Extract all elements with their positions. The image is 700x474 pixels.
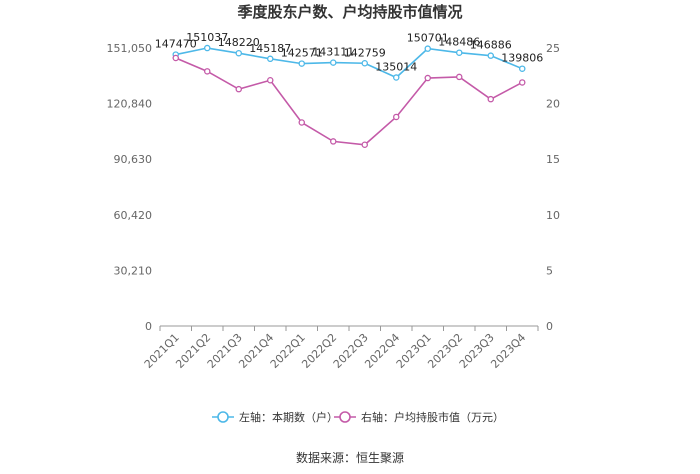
data-label: 151037 (186, 31, 228, 44)
data-point-left (203, 44, 211, 52)
left-y-tick-label: 90,630 (114, 153, 153, 166)
data-point-right (329, 138, 337, 145)
right-y-tick-label: 0 (546, 320, 553, 333)
legend-label: 右轴：户均持股市值（万元） (361, 410, 504, 424)
data-point-right (203, 68, 211, 75)
chart-title: 季度股东户数、户均持股市值情况 (237, 3, 462, 21)
data-label: 139806 (501, 52, 543, 65)
legend-label: 左轴：本期数（户） (239, 410, 338, 424)
data-point-left (235, 49, 242, 57)
x-tick-label: 2023Q4 (488, 331, 528, 371)
data-label: 135014 (375, 61, 417, 74)
legend[interactable]: 左轴：本期数（户） 右轴：户均持股市值（万元） (212, 410, 504, 424)
left-y-tick-label: 60,420 (114, 209, 153, 222)
data-label: 146886 (470, 39, 512, 52)
data-point-right (298, 119, 305, 126)
left-y-tick-label: 30,210 (114, 264, 153, 277)
data-point-left (298, 60, 305, 67)
data-label: 148220 (218, 36, 260, 49)
data-label: 150701 (407, 32, 449, 45)
data-point-left (329, 59, 337, 66)
data-point-left (519, 65, 526, 72)
data-point-left (361, 60, 368, 67)
series-line-left (175, 47, 523, 79)
data-point-right (392, 113, 400, 121)
data-point-right (455, 73, 463, 81)
axes: 2021Q12021Q22021Q32021Q42022Q12022Q22022… (107, 42, 561, 371)
data-point-left (424, 45, 431, 52)
data-label: 148486 (438, 36, 480, 49)
data-point-left (392, 74, 400, 81)
data-label: 147470 (155, 38, 197, 51)
data-point-left (487, 52, 494, 59)
legend-swatch-marker (339, 411, 351, 423)
right-y-tick-label: 10 (546, 209, 560, 222)
data-point-right (519, 79, 526, 86)
series-line-right (175, 57, 523, 146)
data-point-right (424, 74, 431, 82)
legend-item-left[interactable]: 左轴：本期数（户） (212, 410, 338, 424)
data-point-left (266, 55, 274, 63)
right-y-tick-label: 15 (546, 153, 560, 166)
left-y-tick-label: 151,050 (107, 42, 153, 55)
left-y-tick-label: 0 (145, 320, 152, 333)
data-label: 143111 (312, 46, 354, 59)
data-point-right (487, 95, 494, 103)
data-point-right (235, 85, 242, 93)
data-label: 145187 (249, 42, 291, 55)
series-layer (172, 44, 526, 148)
right-y-tick-label: 20 (546, 98, 560, 111)
data-label: 142759 (344, 46, 386, 59)
data-labels: 1474701510371482201451871425711431111427… (155, 31, 544, 73)
legend-swatch-marker (217, 411, 229, 423)
legend-item-right[interactable]: 右轴：户均持股市值（万元） (334, 410, 504, 424)
source-note: 数据来源：恒生聚源 (296, 450, 404, 465)
data-point-right (172, 54, 179, 62)
right-y-tick-label: 25 (546, 42, 560, 55)
data-point-right (361, 141, 368, 148)
data-label: 142571 (281, 47, 323, 60)
left-y-tick-label: 120,840 (107, 98, 153, 111)
right-y-tick-label: 5 (546, 264, 553, 277)
data-point-right (266, 76, 274, 84)
data-point-left (455, 49, 463, 56)
